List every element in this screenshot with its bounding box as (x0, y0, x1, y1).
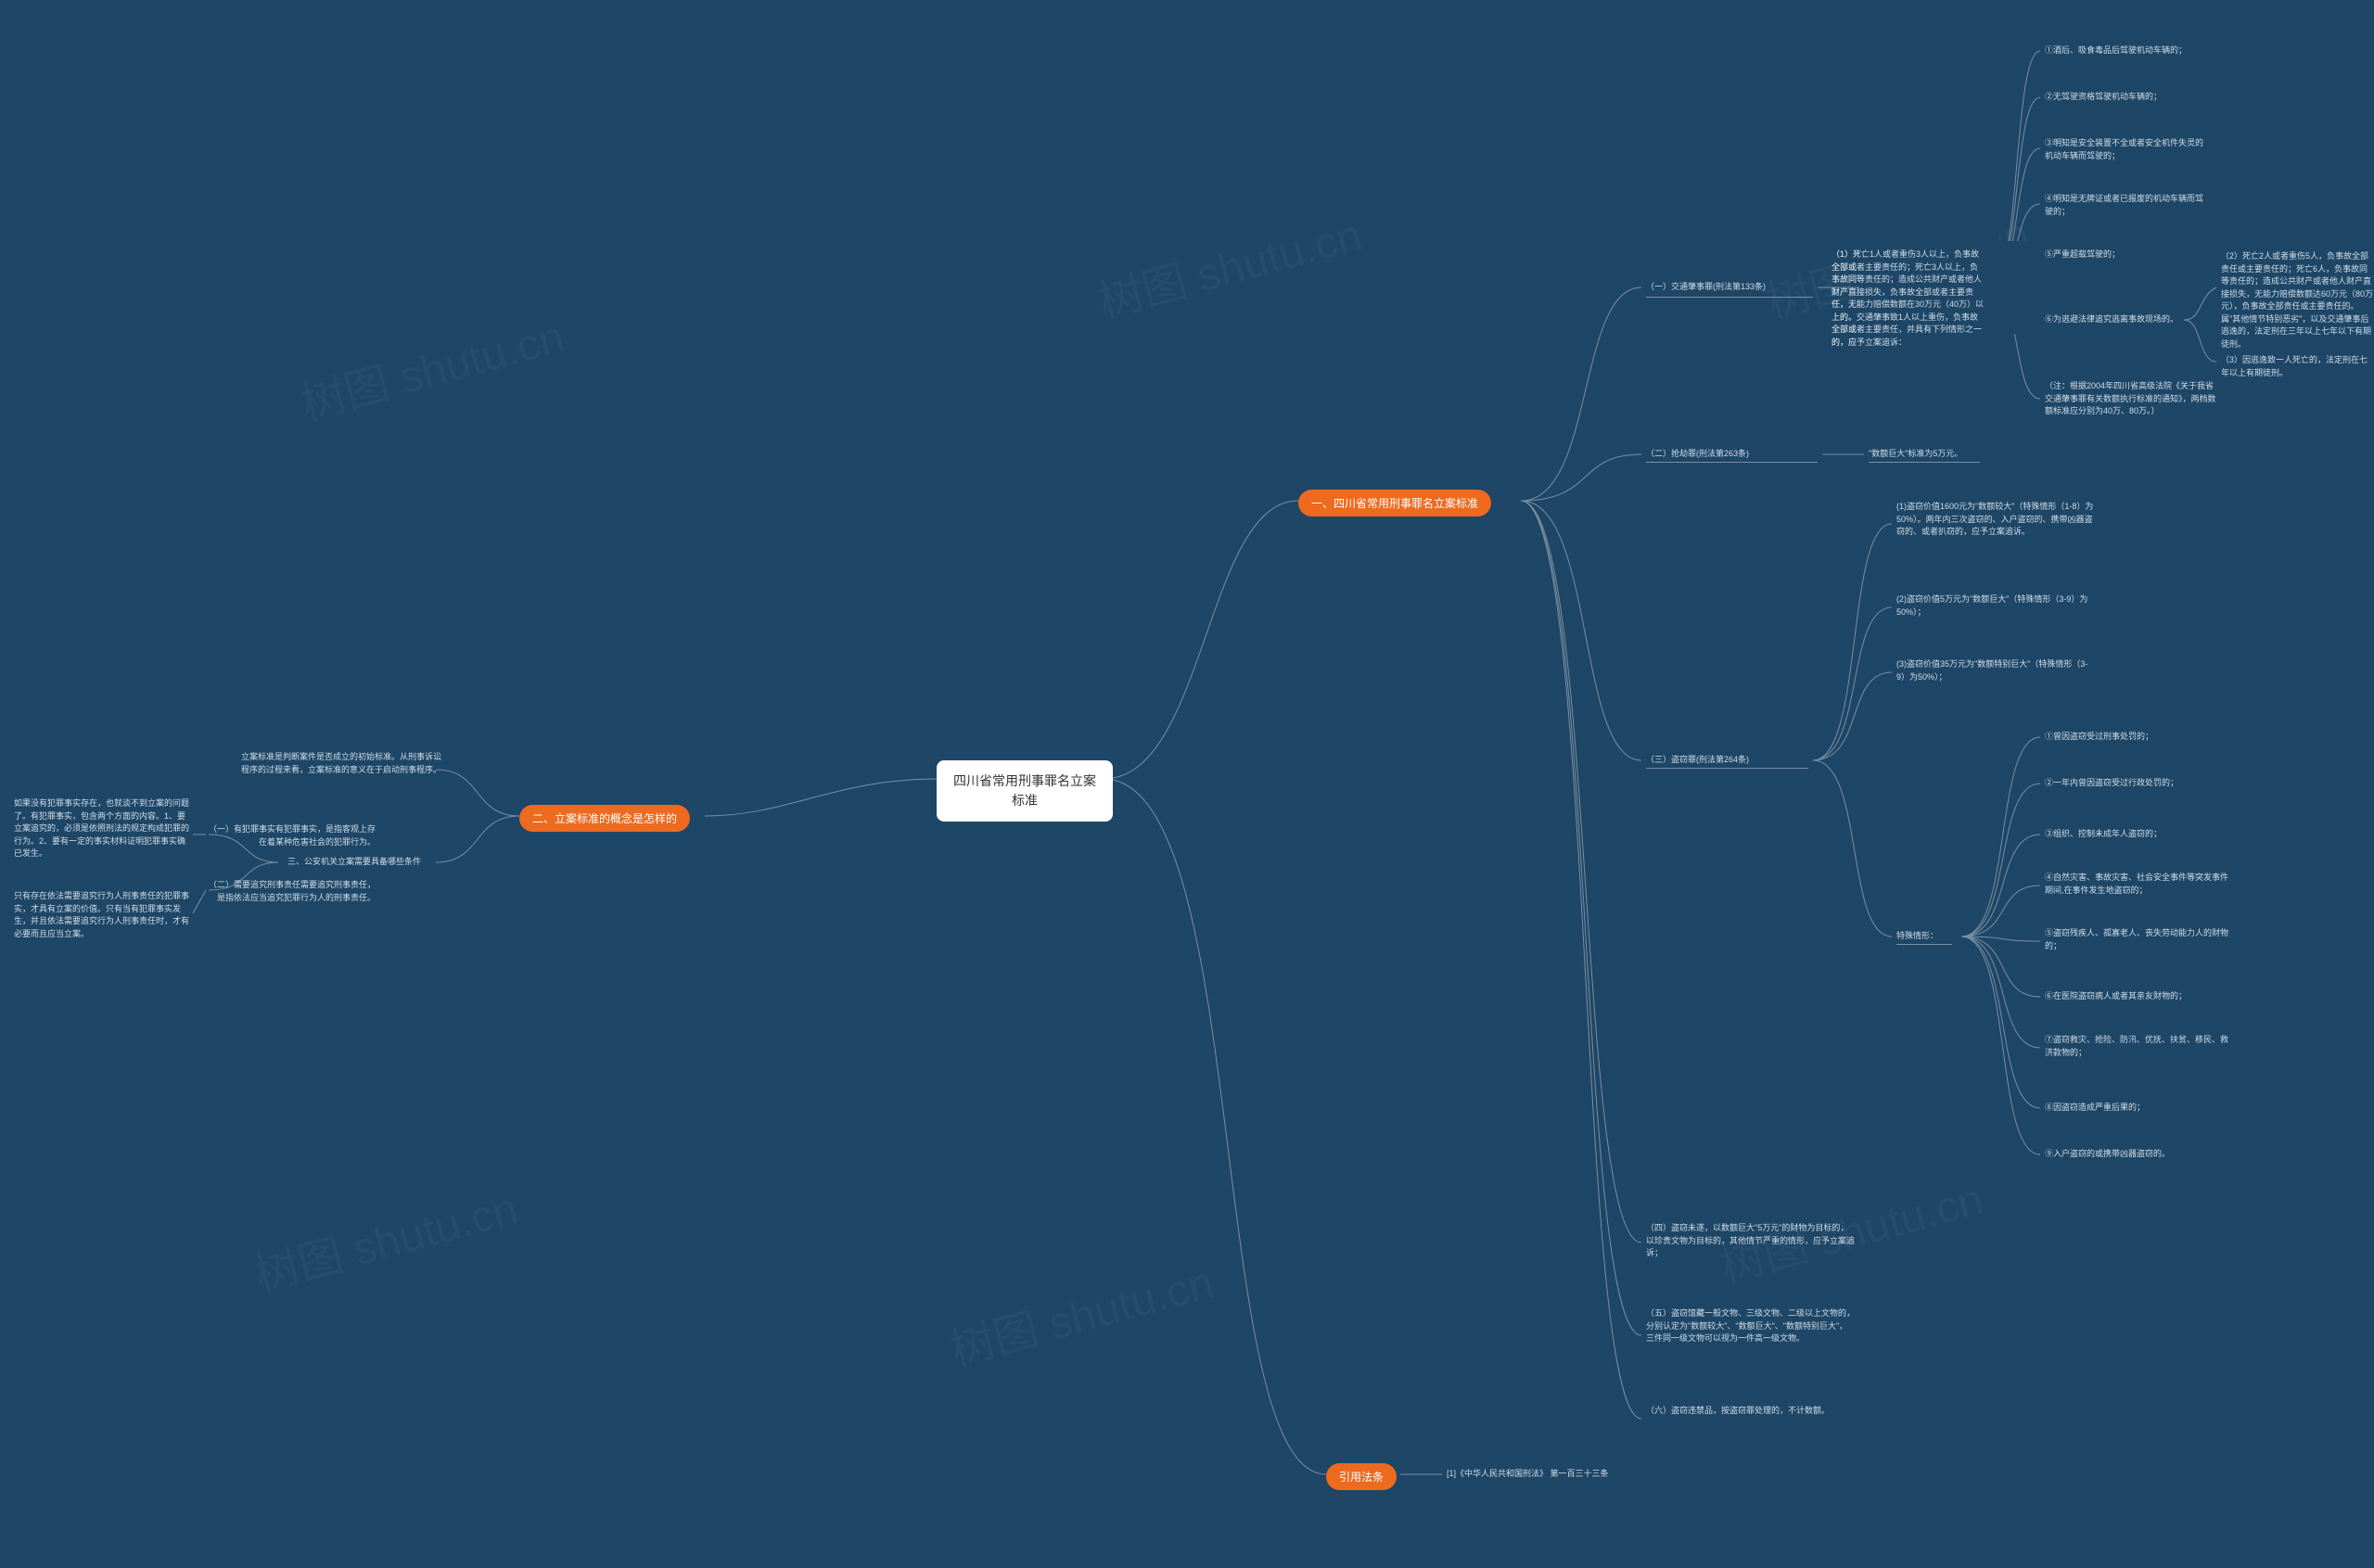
tick (1646, 462, 1818, 463)
node-1d[interactable]: （四）盗窃未遂，以数额巨大"5万元"的财物为目标的，以珍贵文物为目标的，其他情节… (1646, 1222, 1855, 1260)
node-1a-c6[interactable]: ⑥为逃避法律追究逃离事故现场的。 (2045, 313, 2178, 326)
node-s2-b2[interactable]: （二）需要追究刑事责任需要追究刑事责任，是指依法应当追究犯罪行为人的刑事责任。 (209, 879, 376, 904)
watermark: 树图 shutu.cn (942, 1246, 1219, 1379)
node-1c-1[interactable]: (1)盗窃价值1600元为"数额较大"（特殊情形（1-8）为50%）。两年内三次… (1896, 501, 2096, 539)
node-1c-2[interactable]: (2)盗窃价值5万元为"数额巨大"（特殊情形（3-9）为50%）； (1896, 593, 2096, 618)
node-1f[interactable]: （六）盗窃违禁品，按盗窃罪处理的，不计数额。 (1646, 1405, 1830, 1418)
tick (1646, 768, 1808, 769)
node-s2-b2-ext[interactable]: 只有存在依法需要追究行为人刑事责任的犯罪事实，才具有立案的价值。只有当有犯罪事实… (14, 890, 190, 940)
node-1c[interactable]: （三）盗窃罪(刑法第264条) (1646, 754, 1749, 767)
node-s2-top[interactable]: 立案标准是判断案件是否成立的初始标准。从刑事诉讼程序的过程来看，立案标准的意义在… (241, 751, 445, 776)
connector-svg (0, 0, 2374, 1568)
node-s2-b1-ext[interactable]: 如果没有犯罪事实存在，也就谈不到立案的问题了。有犯罪事实，包含两个方面的内容。1… (14, 797, 190, 860)
connector-svg-2 (0, 0, 2374, 1568)
node-1c-s2[interactable]: ②一年内曾因盗窃受过行政处罚的； (2045, 777, 2178, 790)
tick (1646, 297, 1813, 298)
section-2[interactable]: 二、立案标准的概念是怎样的 (519, 805, 690, 832)
section-3[interactable]: 引用法条 (1326, 1463, 1397, 1490)
root-line1: 四川省常用刑事罪名立案 (953, 771, 1096, 791)
connector-svg-3 (0, 0, 2374, 1568)
node-1e[interactable]: （五）盗窃馆藏一般文物、三级文物、二级以上文物的，分别认定为"数额较大"、"数额… (1646, 1307, 1855, 1345)
node-1a-1-v2[interactable]: （1）死亡1人或者重伤3人以上，负事故全部或者主要责任的；死亡3人以上，负事故同… (1832, 249, 1985, 349)
node-1c-s5[interactable]: ⑤盗窃残疾人、孤寡老人、丧失劳动能力人的财物的； (2045, 927, 2230, 952)
node-1c-s4[interactable]: ④自然灾害、事故灾害、社会安全事件等突发事件期间,在事件发生地盗窃的； (2045, 872, 2230, 897)
tick (1869, 462, 1980, 463)
node-1a-r3[interactable]: （3）因逃逸致一人死亡的，法定刑在七年以上有期徒刑。 (2221, 354, 2374, 379)
node-1a-r2[interactable]: （2）死亡2人或者重伤5人，负事故全部责任或主要责任的；死亡6人，负事故同等责任… (2221, 250, 2374, 351)
node-1b[interactable]: （二）抢劫罪(刑法第263条) (1646, 448, 1749, 461)
node-1c-s8[interactable]: ⑧因盗窃造成严重后果的； (2045, 1102, 2145, 1115)
node-1b-1[interactable]: "数额巨大"标准为5万元。 (1869, 448, 1962, 461)
node-1a-note[interactable]: （注：根据2004年四川省高级法院《关于我省交通肇事罪有关数额执行标准的通知》，… (2045, 380, 2216, 418)
node-s2-bottom[interactable]: 三、公安机关立案需要具备哪些条件 (287, 856, 421, 869)
root-node[interactable]: 四川省常用刑事罪名立案 标准 (937, 760, 1113, 822)
node-s2-b1[interactable]: （一）有犯罪事实有犯罪事实，是指客观上存在着某种危害社会的犯罪行为。 (209, 823, 376, 848)
node-s3-1[interactable]: [1]《中华人民共和国刑法》 第一百三十三条 (1447, 1468, 1609, 1481)
node-1a-c5[interactable]: ⑤严重超载驾驶的； (2045, 249, 2120, 261)
root-line2: 标准 (953, 791, 1096, 810)
connector-svg-4 (0, 0, 2374, 1568)
node-1c-3[interactable]: (3)盗窃价值35万元为"数额特别巨大"（特殊情形（3-9）为50%）； (1896, 658, 2096, 683)
watermark: 树图 shutu.cn (293, 300, 570, 433)
node-1a-c2[interactable]: ②无驾驶资格驾驶机动车辆的； (2045, 91, 2162, 104)
node-1c-s6[interactable]: ⑥在医院盗窃病人或者其亲友财物的； (2045, 990, 2187, 1003)
node-1c-sp[interactable]: 特殊情形： (1896, 930, 1938, 943)
watermark: 树图 shutu.cn (247, 1172, 524, 1305)
tick (1896, 944, 1952, 945)
node-1c-s3[interactable]: ③组织、控制未成年人盗窃的； (2045, 828, 2162, 841)
section-1[interactable]: 一、四川省常用刑事罪名立案标准 (1298, 490, 1491, 516)
node-1c-s1[interactable]: ①曾因盗窃受过刑事处罚的； (2045, 731, 2153, 744)
watermark: 树图 shutu.cn (1091, 198, 1368, 331)
node-1a[interactable]: （一）交通肇事罪(刑法第133条) (1646, 281, 1766, 294)
node-1a-c1[interactable]: ①酒后、吸食毒品后驾驶机动车辆的； (2045, 45, 2187, 57)
node-1a-c4[interactable]: ④明知是无牌证或者已报废的机动车辆而驾驶的； (2045, 193, 2207, 218)
node-1c-s9[interactable]: ⑨入户盗窃的或携带凶器盗窃的。 (2045, 1148, 2170, 1161)
node-1a-c3[interactable]: ③明知是安全装置不全或者安全机件失灵的机动车辆而驾驶的； (2045, 137, 2207, 162)
node-1c-s7[interactable]: ⑦盗窃救灾、抢险、防汛、优抚、扶贫、移民、救济款物的； (2045, 1034, 2230, 1059)
